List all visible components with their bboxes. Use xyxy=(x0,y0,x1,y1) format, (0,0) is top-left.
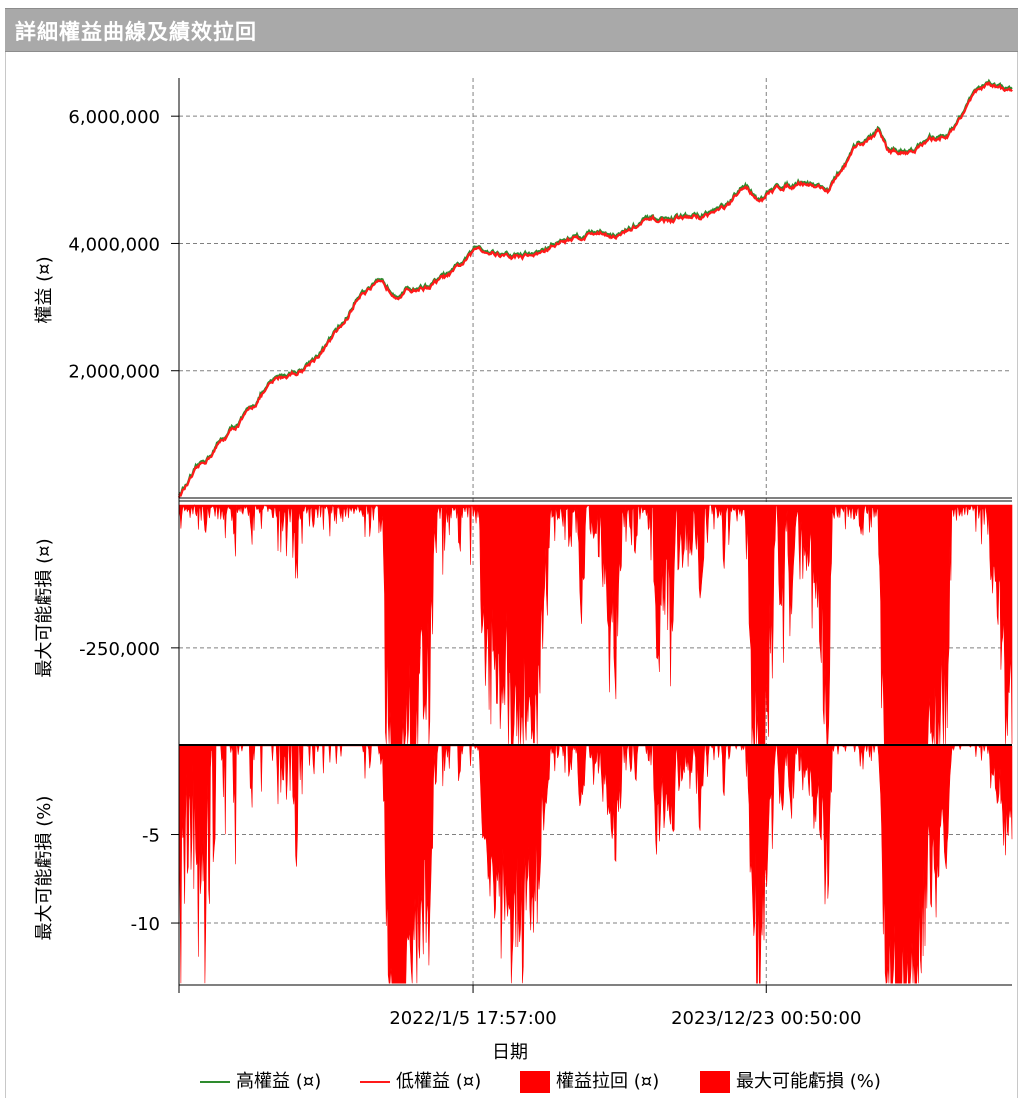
legend-label: 低權益 (¤) xyxy=(396,1071,482,1092)
legend-label: 最大可能虧損 (%) xyxy=(736,1071,881,1092)
legend-item-drawdown: 權益拉回 (¤) xyxy=(520,1068,659,1096)
grid-lines xyxy=(179,78,1012,985)
y-tick-label: 6,000,000 xyxy=(68,107,160,128)
legend-box-swatch xyxy=(520,1071,550,1093)
x-tick-label: 2023/12/23 00:50:00 xyxy=(671,1008,861,1029)
x-axis-label: 日期 xyxy=(492,1042,528,1063)
drawdown-y-label: 最大可能虧損 (¤) xyxy=(34,538,55,677)
y-tick-label: -5 xyxy=(142,826,160,847)
equity-panel xyxy=(177,78,1013,498)
y-tick-label: 4,000,000 xyxy=(68,234,160,255)
drawdown-percent-area xyxy=(178,744,1013,984)
axis-labels: 權益 (¤) 最大可能虧損 (¤) 最大可能虧損 (%) 日期 xyxy=(34,256,528,1063)
window-title-bar: 詳細權益曲線及績效拉回 xyxy=(5,8,1018,52)
equity-y-label: 權益 (¤) xyxy=(34,256,55,323)
drawdown-percent-panel xyxy=(178,744,1013,984)
drawdown-amount-area xyxy=(178,504,1013,745)
window-title: 詳細權益曲線及績效拉回 xyxy=(15,20,257,44)
legend-item-max-loss-pct: 最大可能虧損 (%) xyxy=(700,1068,881,1096)
high-equity-line xyxy=(178,78,1013,496)
legend-item-low-equity: 低權益 (¤) xyxy=(360,1068,481,1096)
y-tick-label: 2,000,000 xyxy=(68,362,160,383)
legend-label: 高權益 (¤) xyxy=(236,1071,322,1092)
low-equity-line xyxy=(177,81,1013,498)
y-tick-label: -250,000 xyxy=(79,639,160,660)
chart-frame xyxy=(5,52,1018,1098)
legend-line-swatch xyxy=(200,1081,230,1083)
percent-y-label: 最大可能虧損 (%) xyxy=(34,796,55,941)
legend-line-swatch xyxy=(360,1081,390,1083)
legend-item-high-equity: 高權益 (¤) xyxy=(200,1068,321,1096)
legend-box-swatch xyxy=(700,1071,730,1093)
x-tick-label: 2022/1/5 17:57:00 xyxy=(389,1008,556,1029)
y-tick-label: -10 xyxy=(131,914,160,935)
drawdown-amount-panel xyxy=(178,504,1013,745)
legend-label: 權益拉回 (¤) xyxy=(556,1071,660,1092)
axes: 2022/1/5 17:57:00 2023/12/23 00:50:00 2,00… xyxy=(68,78,1012,1029)
legend: 高權益 (¤) 低權益 (¤) 權益拉回 (¤) 最大可能虧損 (%) xyxy=(0,1068,1021,1096)
